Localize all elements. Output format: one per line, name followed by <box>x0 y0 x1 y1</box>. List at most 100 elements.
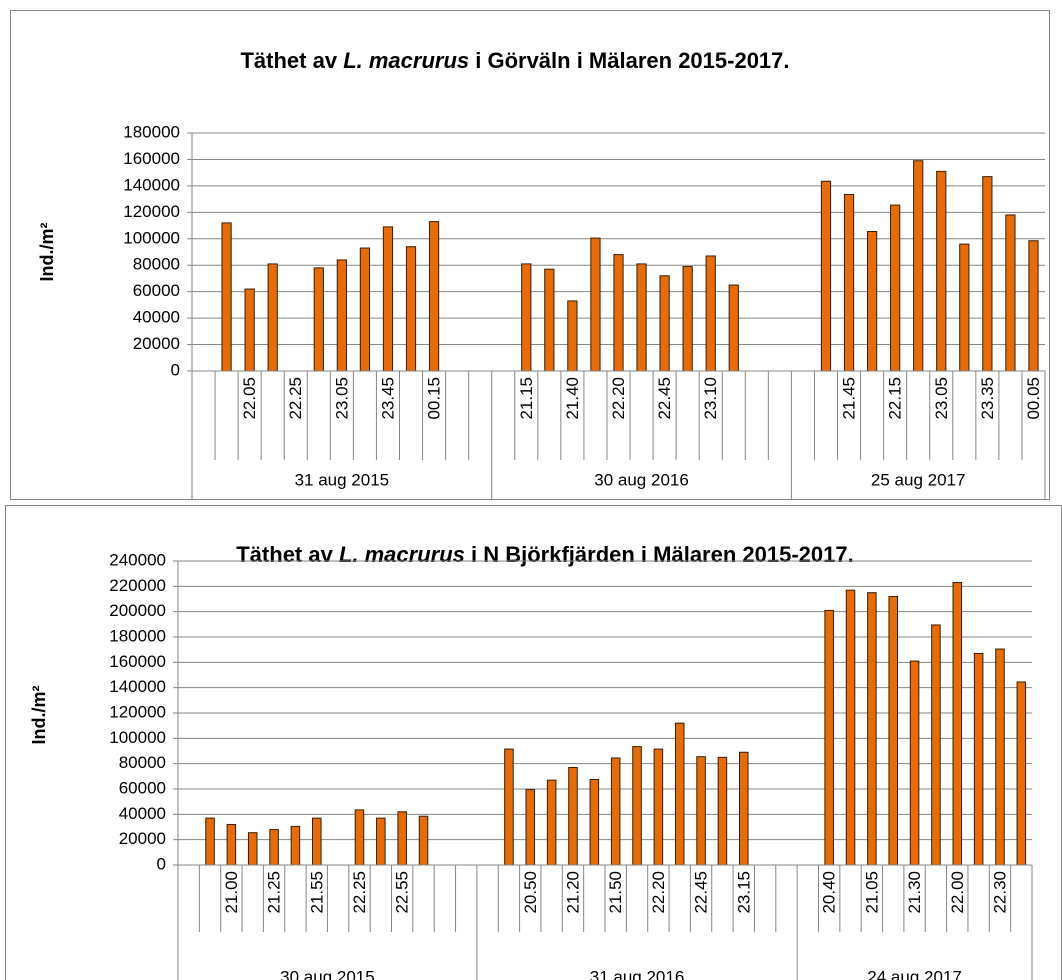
group-label: 24 aug 2017 <box>867 967 962 980</box>
x-tick-label: 22.30 <box>990 871 1009 914</box>
x-tick-label: 22.55 <box>393 871 412 914</box>
title-part: Täthet av <box>236 542 339 567</box>
bar <box>610 757 621 866</box>
group-label: 31 aug 2015 <box>295 470 390 489</box>
group-label: 31 aug 2016 <box>590 967 685 980</box>
y-tick-label: 40000 <box>119 804 166 823</box>
bar <box>845 589 856 866</box>
title-part: i N Björkfjärden i Mälaren 2015-2017. <box>465 542 854 567</box>
bar <box>1016 681 1027 866</box>
bar <box>267 263 278 372</box>
x-tick-label: 22.15 <box>886 377 905 420</box>
bar <box>653 748 664 866</box>
bar <box>244 288 255 372</box>
y-tick-label: 140000 <box>123 175 180 194</box>
x-tick-label: 23.15 <box>734 871 753 914</box>
y-tick-label: 180000 <box>123 122 180 141</box>
x-tick-label: 22.45 <box>692 871 711 914</box>
bar <box>313 267 324 372</box>
y-tick-label: 80000 <box>119 753 166 772</box>
x-tick-label: 21.20 <box>563 871 582 914</box>
x-tick-label: 21.15 <box>517 377 536 420</box>
x-tick-label: 23.35 <box>978 377 997 420</box>
bar <box>866 231 878 372</box>
y-axis-label: Ind./m² <box>29 686 49 745</box>
y-tick-label: 120000 <box>123 202 180 221</box>
bar <box>739 751 749 866</box>
bar <box>936 170 947 372</box>
y-tick-label: 100000 <box>109 728 166 747</box>
bar <box>728 284 739 372</box>
bar <box>269 829 279 866</box>
bar <box>931 624 941 866</box>
bar <box>696 756 706 866</box>
bar <box>590 237 601 372</box>
y-tick-label: 0 <box>171 360 180 379</box>
bar <box>428 221 440 372</box>
y-tick-label: 160000 <box>123 149 180 168</box>
bar <box>867 592 877 866</box>
x-tick-label: 23.10 <box>701 377 720 420</box>
x-tick-label: 23.05 <box>332 377 351 420</box>
bar <box>397 811 407 866</box>
x-tick-label: 22.05 <box>240 377 259 420</box>
x-tick-label: 22.00 <box>948 871 967 914</box>
x-tick-label: 21.55 <box>307 871 326 914</box>
bar <box>290 825 301 866</box>
bar <box>682 266 693 372</box>
bar <box>336 259 347 372</box>
title-part: L. macrurus <box>339 542 465 567</box>
y-tick-label: 180000 <box>109 626 166 645</box>
bar <box>843 193 855 372</box>
bar <box>376 817 386 866</box>
bar <box>820 180 832 372</box>
bar <box>632 746 642 866</box>
group-label: 25 aug 2017 <box>871 470 966 489</box>
bar <box>546 779 557 866</box>
bar <box>247 832 258 866</box>
bar <box>982 176 993 372</box>
bar <box>567 300 578 372</box>
bar <box>205 817 215 866</box>
bar <box>973 652 984 866</box>
bar <box>354 809 365 866</box>
bar <box>952 582 963 866</box>
bar <box>221 222 232 372</box>
title-part: i Görväln i Mälaren 2015-2017. <box>469 48 789 73</box>
y-tick-label: 20000 <box>133 334 180 353</box>
y-tick-label: 80000 <box>133 255 180 274</box>
bar <box>1028 240 1039 372</box>
y-tick-label: 60000 <box>119 778 166 797</box>
x-tick-label: 22.45 <box>655 377 674 420</box>
bar <box>888 595 898 866</box>
x-tick-label: 20.40 <box>820 871 839 914</box>
y-tick-label: 160000 <box>109 652 166 671</box>
bar <box>504 748 514 866</box>
y-tick-label: 0 <box>157 854 166 873</box>
x-tick-label: 22.20 <box>609 377 628 420</box>
chart-title: Täthet av L. macrurus i Görväln i Mälare… <box>240 48 789 73</box>
bar <box>674 722 685 866</box>
bar <box>544 268 555 372</box>
bar <box>525 789 536 866</box>
bar <box>636 263 647 372</box>
x-tick-label: 21.50 <box>606 871 625 914</box>
x-tick-label: 21.30 <box>905 871 924 914</box>
bar <box>659 275 670 372</box>
y-tick-label: 100000 <box>123 228 180 247</box>
x-tick-label: 22.25 <box>286 377 305 420</box>
x-tick-label: 21.45 <box>840 377 859 420</box>
x-tick-label: 00.15 <box>425 377 444 420</box>
y-axis-label: Ind./m² <box>37 223 57 282</box>
bar <box>589 779 600 866</box>
bar <box>226 823 237 866</box>
y-tick-label: 20000 <box>119 829 166 848</box>
bar <box>909 660 920 866</box>
y-tick-label: 140000 <box>109 677 166 696</box>
x-tick-label: 20.50 <box>521 871 540 914</box>
bar <box>995 648 1005 866</box>
x-tick-label: 00.05 <box>1024 377 1043 420</box>
x-tick-label: 23.05 <box>932 377 951 420</box>
x-tick-label: 23.45 <box>378 377 397 420</box>
